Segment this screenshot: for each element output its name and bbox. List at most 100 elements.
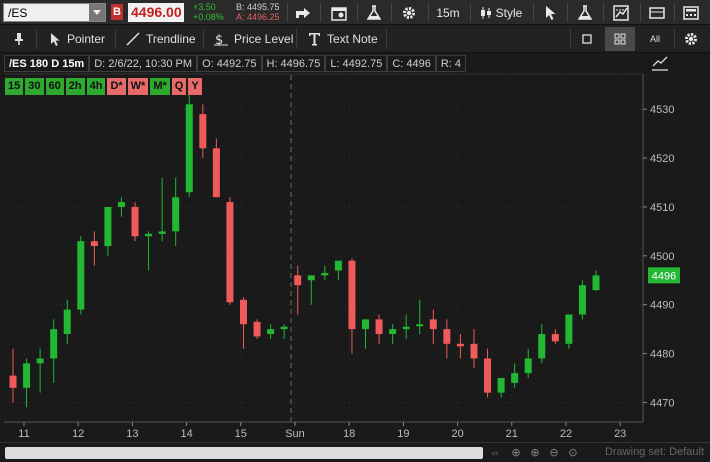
grid-layout-icon[interactable] [605, 27, 635, 51]
b-badge[interactable]: B [111, 4, 123, 20]
flexible-grid-icon[interactable] [646, 2, 668, 23]
candle [158, 177, 166, 242]
info-low: L: 4492.75 [325, 55, 388, 72]
share-icon[interactable] [292, 2, 314, 23]
studies-flask-icon-2[interactable] [574, 2, 596, 23]
toolbar-divider [533, 3, 534, 22]
candle [90, 231, 98, 266]
toolbar-divider [287, 3, 288, 22]
agg-button-d[interactable]: D* [107, 78, 126, 95]
x-tick-label: 21 [506, 428, 518, 440]
candle [334, 260, 342, 281]
candle-body [36, 358, 44, 364]
candle [416, 299, 424, 335]
y-tick-label: 4510 [650, 202, 674, 214]
candle-body [538, 334, 546, 359]
candle-body [23, 363, 31, 388]
x-tick-label: 20 [451, 428, 463, 440]
calendar-icon[interactable] [328, 2, 350, 23]
pointer-icon [51, 32, 60, 46]
text-note-label: Text Note [327, 32, 378, 46]
style-menu-button[interactable]: Style [476, 2, 526, 23]
candle [104, 206, 112, 256]
candle [131, 202, 139, 242]
x-tick-label: 14 [180, 428, 192, 440]
studies-flask-icon[interactable] [363, 2, 385, 23]
y-tick-label: 4500 [650, 251, 674, 263]
candle-body [524, 358, 532, 374]
candle [199, 104, 207, 159]
candle [226, 197, 234, 305]
candle-body [253, 321, 261, 337]
zoom-fit-icon[interactable]: ⊙ [568, 447, 578, 459]
agg-button-15[interactable]: 15 [5, 78, 24, 95]
time-scrollbar[interactable] [5, 447, 483, 459]
candle-body [511, 373, 519, 383]
symbol-input[interactable]: /ES [3, 3, 106, 22]
symbol-dropdown-button[interactable] [89, 4, 105, 21]
agg-button-4h[interactable]: 4h [86, 78, 106, 95]
agg-button-2h[interactable]: 2h [65, 78, 85, 95]
candles [9, 94, 600, 408]
candle-body [565, 314, 573, 344]
expand-chart-icon[interactable] [652, 56, 668, 71]
drawings-chart-icon[interactable] [610, 2, 632, 23]
price-level-tool[interactable]: $ Price Level [214, 25, 293, 53]
bid-price: B: 4495.75 [236, 2, 280, 12]
toolbar-divider [320, 3, 321, 22]
agg-button-q[interactable]: Q [171, 78, 187, 95]
candle-body [9, 375, 17, 388]
y-tick-label: 4530 [650, 104, 674, 116]
candle-body [104, 206, 112, 247]
calculator-icon[interactable] [680, 2, 702, 23]
agg-button-m[interactable]: M* [150, 78, 170, 95]
text-note-tool[interactable]: Text Note [308, 25, 378, 53]
candle-body [429, 319, 437, 330]
crosshair-icon[interactable]: ⊕ [511, 447, 521, 459]
drawbar-divider [570, 29, 571, 49]
drawbar-divider [36, 29, 37, 49]
candle-body [551, 334, 559, 342]
cursor-arrow-icon[interactable] [540, 2, 562, 23]
candle-body [294, 275, 302, 286]
chart-settings-gear-icon[interactable] [676, 27, 706, 51]
single-layout-icon[interactable] [572, 27, 602, 51]
agg-button-y[interactable]: Y [188, 78, 202, 95]
candle-body [497, 378, 505, 393]
candle [36, 348, 44, 393]
all-layout-button[interactable]: All [649, 34, 660, 44]
agg-button-30[interactable]: 30 [25, 78, 44, 95]
zoom-in-icon[interactable]: ⊕ [530, 447, 540, 459]
scroll-arrows-icon[interactable]: ⇔ [489, 447, 501, 459]
candle [321, 265, 329, 281]
candle-body [199, 114, 207, 149]
agg-button-60[interactable]: 60 [45, 78, 64, 95]
candle [280, 324, 288, 339]
settings-gear-icon[interactable] [398, 2, 420, 23]
y-tick-label: 4470 [650, 397, 674, 409]
candle [565, 314, 573, 349]
candle-body [280, 326, 288, 330]
trendline-tool[interactable]: Trendline [126, 25, 196, 53]
candle [172, 177, 180, 247]
x-tick-label: 11 [18, 428, 29, 440]
drawbar-divider [115, 29, 116, 49]
candle [212, 138, 220, 198]
pointer-tool[interactable]: Pointer [50, 25, 105, 53]
zoom-out-icon[interactable]: ⊖ [549, 447, 559, 459]
drawbar-divider [203, 29, 204, 49]
bottom-bar: ⇔ ⊕ ⊕ ⊖ ⊙ Drawing set: Default [0, 442, 710, 462]
pointer-label: Pointer [67, 32, 106, 46]
drawbar-divider [674, 29, 675, 49]
percent-change: +0.08% [193, 12, 224, 22]
x-tick-label: 18 [343, 428, 355, 440]
drawing-set-label: Drawing set: Default [604, 446, 704, 458]
candle [23, 358, 31, 408]
candle [578, 280, 586, 320]
timeframe-button[interactable]: 15m [436, 5, 460, 20]
pin-icon[interactable] [14, 25, 24, 53]
agg-button-w[interactable]: W* [127, 78, 149, 95]
price-chart[interactable]: 4470 4480 4490 4500 4510 4520 4530 11 12 13 14 15 S… [0, 0, 710, 442]
toolbar-divider [391, 3, 392, 22]
toolbar-divider [470, 3, 471, 22]
